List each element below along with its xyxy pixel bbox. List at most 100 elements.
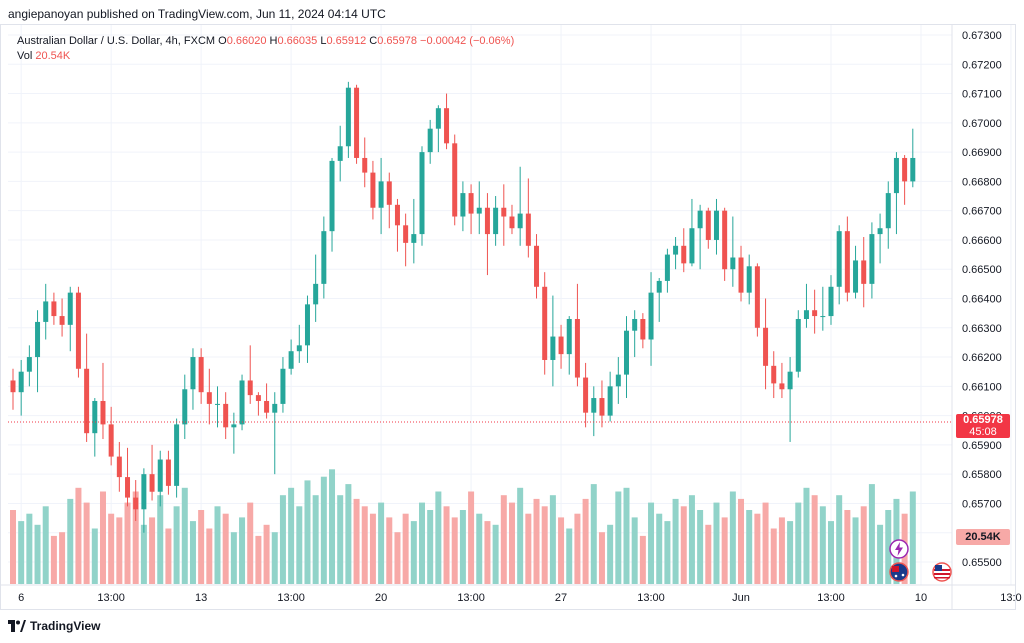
volume-bar — [189, 521, 196, 584]
legend-ohlc: Australian Dollar / U.S. Dollar, 4h, FXC… — [17, 35, 515, 47]
candle-body — [125, 477, 131, 498]
candle-body — [239, 380, 245, 425]
legend-change: −0.00042 (−0.06%) — [420, 35, 515, 47]
x-tick-label: 13:00 — [457, 592, 485, 604]
candle-body — [321, 231, 327, 284]
candle-body — [705, 210, 711, 240]
candle-body — [444, 108, 450, 144]
candle-body — [509, 216, 515, 229]
tradingview-brand[interactable]: TradingView — [8, 619, 100, 633]
candle-body — [247, 380, 253, 396]
volume-bar — [26, 513, 33, 584]
candle-body — [517, 213, 523, 229]
current-price: 0.65978 — [963, 414, 1003, 427]
candle-body — [779, 383, 785, 390]
legend-low: 0.65912 — [326, 35, 367, 47]
candle-body — [885, 193, 891, 229]
volume-bar — [402, 513, 409, 584]
y-tick-label: 0.66100 — [962, 381, 1002, 393]
lightning-event-icon[interactable] — [889, 539, 909, 559]
volume-bar — [721, 517, 728, 584]
candle-body — [763, 327, 769, 366]
volume-bar — [140, 524, 147, 584]
y-tick-label: 0.66300 — [962, 323, 1002, 335]
volume-bar — [91, 528, 98, 584]
y-tick-label: 0.66800 — [962, 176, 1002, 188]
volume-bar — [803, 487, 810, 584]
candle-body — [599, 398, 605, 416]
grid-lines — [8, 25, 1012, 585]
candle-body — [231, 424, 237, 428]
volume-bar — [746, 510, 753, 584]
candle-body — [141, 474, 147, 510]
y-tick-label: 0.65800 — [962, 469, 1002, 481]
x-axis: 6 13:00 13 13:00 20 13:00 27 13:00 Jun 13:00 10 13:… — [0, 25, 1022, 609]
volume-bar — [18, 521, 25, 584]
candle-body — [362, 157, 368, 173]
legend-open: 0.66020 — [226, 35, 267, 47]
y-tick-label: 0.65700 — [962, 498, 1002, 510]
candle-body — [893, 157, 899, 194]
candle-body — [26, 357, 32, 372]
chart-legend: Australian Dollar / U.S. Dollar, 4h, FXC… — [17, 34, 514, 64]
legend-close: 0.65978 — [377, 35, 417, 47]
candle-body — [304, 304, 310, 346]
y-tick-label: 0.67100 — [962, 89, 1002, 101]
candle-body — [501, 207, 507, 217]
us-event-icon[interactable] — [932, 562, 952, 582]
y-tick-label: 0.66200 — [962, 352, 1002, 364]
y-tick-label: 0.66600 — [962, 235, 1002, 247]
y-tick-label: 0.67000 — [962, 118, 1002, 130]
volume-bar — [582, 498, 589, 584]
candle-body — [280, 368, 286, 404]
candles — [10, 81, 916, 533]
candle-body — [108, 424, 114, 457]
australia-event-icon[interactable] — [889, 562, 909, 582]
candle-body — [337, 146, 343, 161]
candle-body — [313, 283, 319, 305]
volume-bar — [631, 517, 638, 584]
volume-bar — [574, 513, 581, 584]
candle-body — [869, 234, 875, 284]
volume-bar — [42, 506, 49, 584]
candle-body — [255, 395, 261, 401]
candle-body — [697, 210, 703, 229]
volume-bar — [697, 510, 704, 584]
chart-frame[interactable] — [0, 24, 1016, 610]
candle-body — [165, 459, 171, 486]
candle-body — [836, 231, 842, 287]
volume-bar — [435, 491, 442, 584]
volume-bar — [50, 535, 57, 584]
y-tick-label: 0.67200 — [962, 59, 1002, 71]
y-axis: 0.67300 0.67200 0.67100 0.67000 0.66900 0.668… — [962, 30, 1002, 569]
x-tick-label: 13:0 — [1000, 592, 1021, 604]
volume-bar — [247, 502, 254, 584]
candle-body — [288, 351, 294, 369]
candle-body — [624, 330, 629, 375]
candle-body — [215, 403, 220, 405]
volume-bar — [476, 513, 483, 584]
candle-body — [640, 318, 646, 340]
volume-bar — [67, 498, 74, 584]
candle-body — [370, 172, 376, 208]
candle-body — [190, 357, 196, 390]
candle-body — [493, 207, 499, 235]
x-tick-label: 13:00 — [637, 592, 665, 604]
volume-bar — [394, 532, 401, 584]
volume-bar — [99, 491, 106, 584]
candle-body — [51, 301, 57, 317]
candle-body — [828, 286, 834, 317]
volume-bar — [648, 502, 655, 584]
candle-body — [738, 257, 744, 293]
volume-bar — [255, 535, 262, 584]
volume-bar — [541, 506, 548, 584]
candle-body — [754, 266, 760, 328]
candle-body — [722, 210, 728, 270]
y-tick-label: 0.66700 — [962, 206, 1002, 218]
volume-bar — [762, 502, 769, 584]
volume-bar — [320, 476, 327, 584]
y-tick-label: 0.66900 — [962, 147, 1002, 159]
volume-bar — [378, 502, 385, 584]
candle-body — [468, 193, 474, 214]
